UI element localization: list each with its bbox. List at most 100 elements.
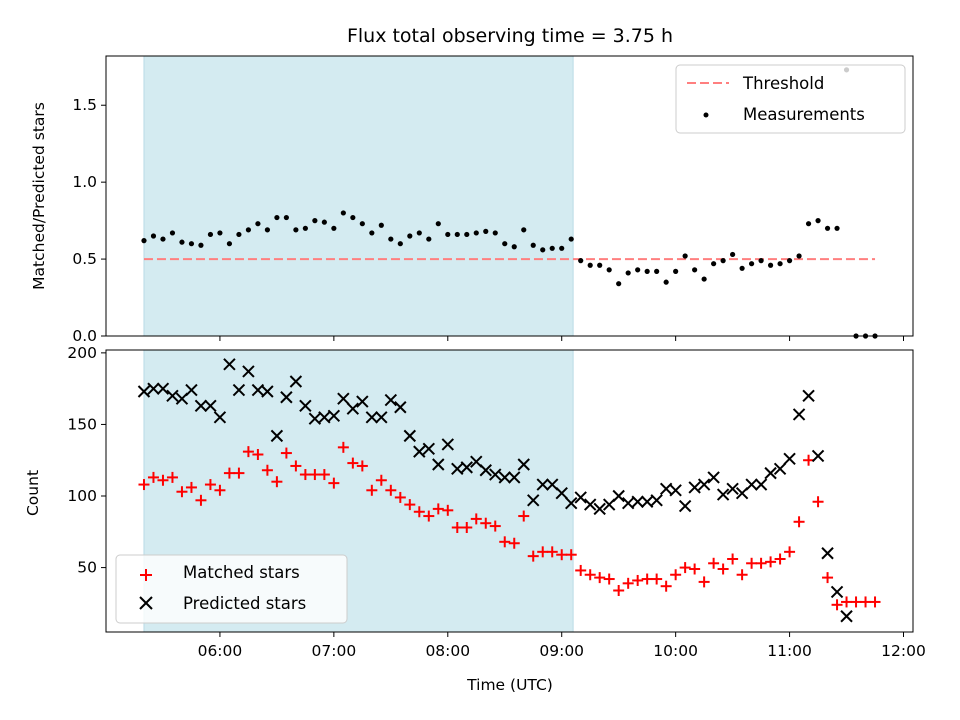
matched-star-marker [461, 522, 473, 534]
top-plot-frame [105, 55, 914, 337]
predicted-star-marker [242, 365, 255, 378]
matched-star-marker [432, 503, 444, 515]
legend-threshold-label: Threshold [742, 74, 824, 93]
predicted-star-marker-b [166, 389, 179, 403]
matched-star-marker [784, 546, 796, 558]
predicted-star-marker [280, 391, 293, 404]
predicted-star-marker [356, 395, 369, 408]
measurement-point [331, 225, 337, 231]
measurement-point [758, 258, 764, 264]
measurement-point [464, 231, 470, 238]
bottom-y-ticks: 50 100 150 200 [67, 344, 106, 577]
legend-predicted-swatch [139, 596, 153, 610]
top-y-ticks: 0.0 0.5 1.0 1.5 [72, 96, 106, 345]
predicted-star-marker-b [792, 408, 806, 421]
predicted-star-marker-b [299, 399, 312, 413]
bottom-legend: Matched stars Predicted stars [115, 554, 348, 624]
measurement-point [198, 242, 204, 248]
measurement-point [283, 214, 289, 221]
measurement-point [359, 221, 365, 227]
predicted-star-marker [479, 464, 492, 477]
measurement-point [255, 221, 261, 227]
predicted-star-marker [754, 478, 768, 491]
predicted-star-marker-b [583, 498, 597, 511]
predicted-star-marker-b [289, 375, 303, 388]
measurement-point [492, 230, 498, 236]
x-axis-label: Time (UTC) [466, 676, 553, 694]
measurement-point [663, 279, 669, 285]
predicted-star-marker [830, 585, 844, 599]
predicted-star-marker-b [783, 452, 796, 465]
measurement-point [217, 230, 223, 236]
predicted-star-marker [821, 547, 834, 560]
matched-star-marker [556, 549, 568, 561]
predicted-star-marker [716, 488, 730, 501]
predicted-star-marker [337, 392, 350, 405]
matched-star-marker [290, 460, 302, 472]
predicted-star-marker-b [593, 502, 606, 516]
matched-star-marker [765, 556, 777, 568]
predicted-star-marker [166, 389, 179, 403]
predicted-star-marker [403, 429, 417, 443]
x-tick-label: 07:00 [312, 642, 357, 660]
predicted-star-marker-b [194, 399, 208, 413]
predicted-star-marker [697, 478, 711, 491]
top-y-tick-label: 0.0 [72, 327, 97, 345]
predicted-star-marker-b [745, 478, 758, 491]
predicted-star-marker [811, 449, 825, 463]
x-tick-label: 10:00 [653, 642, 698, 660]
predicted-star-marker [232, 383, 246, 397]
predicted-star-marker [802, 389, 815, 403]
predicted-star-marker-b [527, 494, 540, 507]
measurement-point [416, 230, 422, 236]
predicted-star-marker-b [640, 495, 654, 508]
measurement-point [473, 230, 479, 236]
predicted-star-marker-b [621, 496, 635, 510]
matched-star-marker [470, 513, 482, 525]
matched-star-marker [442, 504, 454, 516]
bottom-y-axis-label: Count [24, 470, 42, 516]
matched-star-marker [613, 584, 625, 596]
matched-star-marker [176, 486, 188, 498]
measurement-point [701, 276, 707, 282]
predicted-star-marker [773, 462, 787, 476]
measurement-point [749, 261, 755, 267]
matched-star-marker [689, 563, 701, 575]
matched-star-marker [518, 510, 530, 522]
measurement-point [786, 258, 793, 264]
top-legend: Threshold Measurements [675, 64, 906, 134]
predicted-star-marker [432, 458, 445, 471]
matched-star-marker [214, 484, 226, 496]
predicted-star-marker-b [555, 486, 568, 500]
bottom-y-tick-label: 100 [67, 487, 97, 505]
predicted-star-marker [517, 458, 530, 471]
predicted-star-marker [441, 438, 454, 451]
predicted-star-marker-b [365, 411, 379, 424]
matched-star-marker [157, 474, 169, 486]
matched-star-marker [375, 474, 387, 486]
x-tick-label: 06:00 [198, 642, 243, 660]
matched-star-marker [565, 549, 577, 561]
predicted-star-marker [204, 399, 217, 413]
measurement-point [435, 221, 441, 227]
matched-star-marker [299, 469, 311, 481]
measurement-point [578, 258, 584, 264]
predicted-star-marker-b [242, 365, 255, 378]
predicted-star-marker [508, 471, 521, 484]
measurement-point [312, 218, 318, 224]
predicted-star-marker-b [707, 471, 720, 484]
measurement-point [340, 210, 346, 216]
predicted-star-marker-b [565, 496, 578, 510]
measurement-point [824, 225, 831, 231]
predicted-star-marker [213, 411, 227, 424]
legend-matched-label: Matched stars [183, 563, 300, 582]
measurement-point [625, 270, 631, 276]
measurement-point [597, 262, 603, 268]
predicted-star-marker-b [631, 495, 644, 508]
predicted-star-marker-b [346, 402, 360, 415]
matched-star-marker [727, 553, 739, 565]
predicted-star-marker [375, 411, 388, 424]
measurement-point [169, 230, 176, 236]
predicted-star-marker-b [147, 382, 160, 395]
matched-star-marker [309, 469, 321, 481]
